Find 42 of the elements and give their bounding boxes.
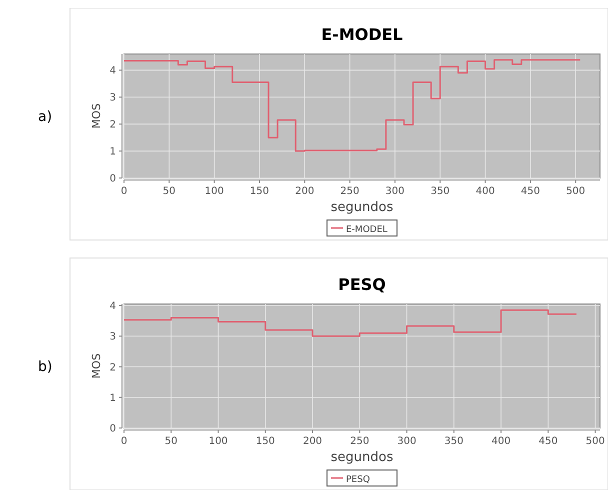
legend-label: E-MODEL xyxy=(346,225,388,235)
x-tick-label: 500 xyxy=(566,186,586,197)
x-tick-label: 450 xyxy=(520,186,540,197)
x-axis-title: segundos xyxy=(330,200,394,215)
x-tick-label: 300 xyxy=(397,436,416,447)
y-tick-label: 0 xyxy=(110,174,116,184)
x-tick-label: 400 xyxy=(476,186,495,197)
y-tick-label: 4 xyxy=(110,66,116,77)
x-tick-label: 200 xyxy=(295,186,314,197)
legend-label: PESQ xyxy=(346,475,370,485)
x-tick-label: 150 xyxy=(256,436,275,447)
y-axis-title: MOS xyxy=(90,353,103,379)
x-tick-label: 250 xyxy=(350,436,370,447)
x-tick-label: 300 xyxy=(385,186,405,197)
y-tick-label: 2 xyxy=(110,120,116,131)
x-tick-label: 350 xyxy=(430,186,450,197)
x-axis-title: segundos xyxy=(330,450,394,465)
x-tick-label: 250 xyxy=(340,186,360,197)
y-tick-label: 0 xyxy=(110,424,116,434)
chart-title: PESQ xyxy=(338,275,386,294)
x-tick-label: 350 xyxy=(444,436,464,447)
chart-title: E-MODEL xyxy=(321,25,403,44)
x-tick-label: 50 xyxy=(164,436,178,447)
y-tick-label: 3 xyxy=(110,92,116,104)
x-tick-label: 400 xyxy=(491,436,511,447)
y-tick-label: 1 xyxy=(110,146,116,158)
y-tick-label: 2 xyxy=(110,362,116,374)
text: a) xyxy=(38,109,52,125)
y-tick-label: 1 xyxy=(110,392,116,404)
x-tick-label: 450 xyxy=(538,436,558,447)
x-tick-label: 0 xyxy=(120,186,128,197)
y-tick-label: 4 xyxy=(110,301,116,312)
y-tick-label: 3 xyxy=(110,332,116,343)
x-tick-label: 0 xyxy=(120,436,128,447)
y-axis-title: MOS xyxy=(90,103,103,129)
text: b) xyxy=(38,359,52,375)
x-tick-label: 150 xyxy=(250,186,270,197)
x-tick-label: 500 xyxy=(586,436,605,447)
x-tick-label: 50 xyxy=(162,186,176,197)
x-tick-label: 100 xyxy=(208,436,228,447)
x-tick-label: 200 xyxy=(302,436,322,447)
x-tick-label: 100 xyxy=(204,186,224,197)
